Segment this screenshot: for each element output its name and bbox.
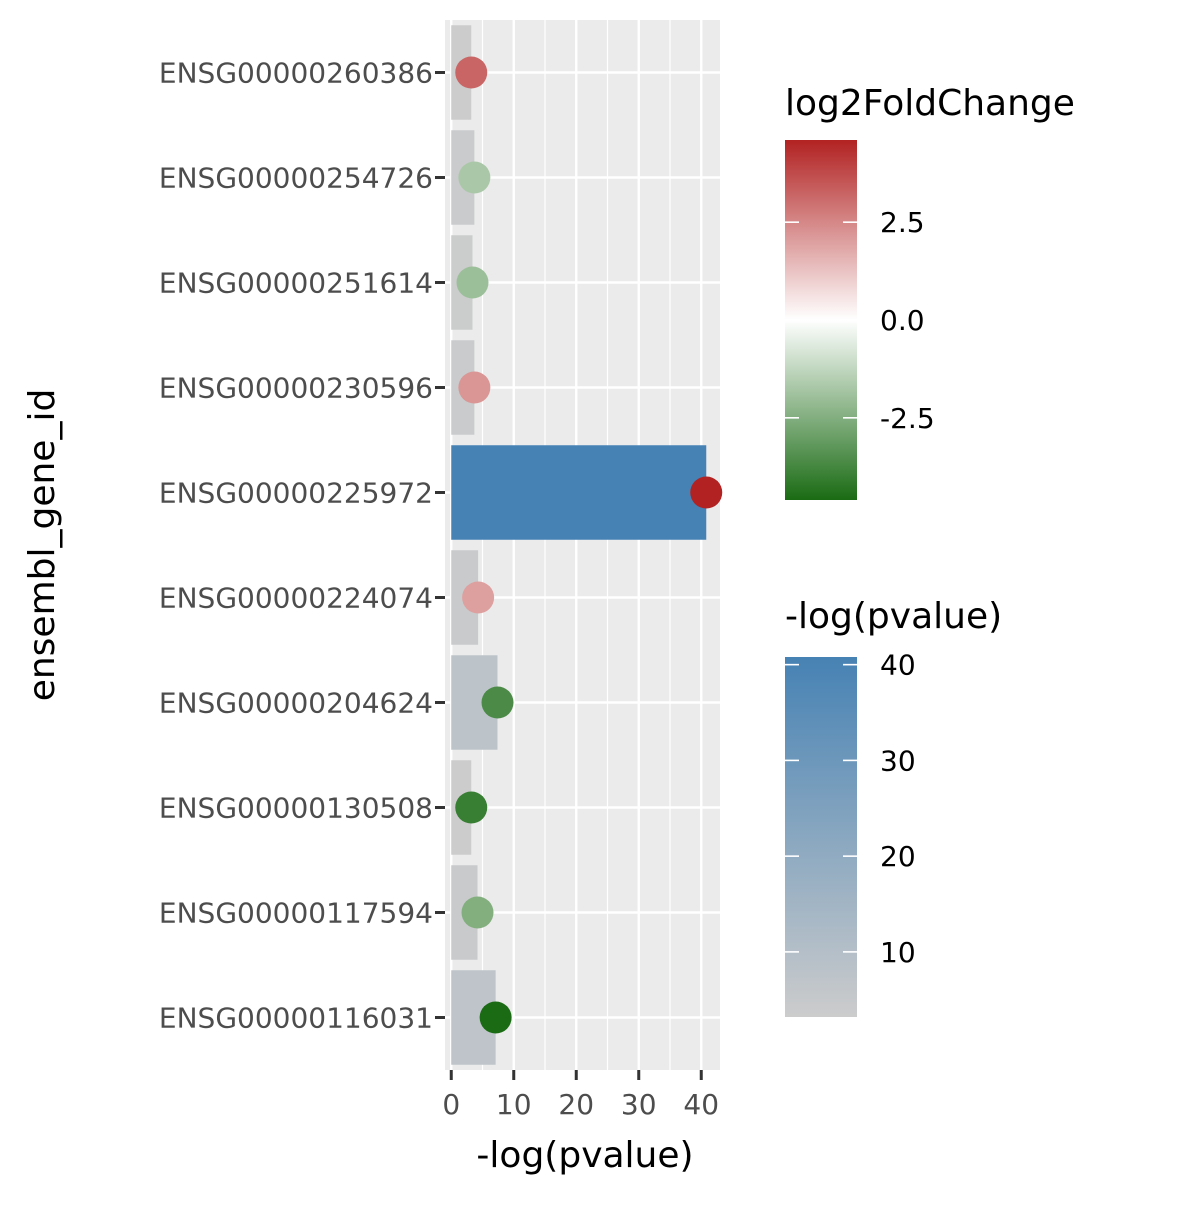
x-tick-label: 0 — [442, 1088, 460, 1121]
y-axis-title: ensembl_gene_id — [22, 389, 63, 702]
x-tick-label: 10 — [496, 1088, 532, 1121]
colorbar-label: 40 — [880, 649, 916, 682]
colorbar-label: 10 — [880, 936, 916, 969]
colorbar-label: 2.5 — [880, 206, 925, 239]
point — [455, 56, 488, 89]
panel-background — [445, 20, 720, 1070]
point — [461, 896, 494, 929]
y-tick-label: ENSG00000130508 — [159, 792, 433, 825]
point — [456, 266, 489, 299]
point — [481, 686, 514, 719]
colorbar-label: 0.0 — [880, 304, 925, 337]
points — [455, 56, 723, 1034]
y-tick-label: ENSG00000117594 — [159, 897, 433, 930]
bar — [451, 445, 707, 540]
x-tick-label: 40 — [683, 1088, 719, 1121]
grid-lines — [445, 20, 720, 1070]
point — [462, 581, 495, 614]
y-tick-label: ENSG00000224074 — [159, 582, 433, 615]
legends: log2FoldChange 2.5 0.0 -2.5 -log(pvalue) 40 30… — [785, 83, 1075, 1017]
point — [455, 791, 488, 824]
y-tick-label: ENSG00000260386 — [159, 57, 433, 90]
axes: ENSG00000260386 ENSG00000254726 ENSG000002… — [159, 57, 719, 1122]
legend-title: log2FoldChange — [785, 83, 1075, 124]
colorbar-label: 20 — [880, 840, 916, 873]
colorbar — [785, 657, 857, 1017]
x-axis-title: -log(pvalue) — [476, 1135, 693, 1176]
colorbar-label: -2.5 — [880, 402, 935, 435]
x-tick-label: 30 — [621, 1088, 657, 1121]
point — [458, 371, 491, 404]
x-tick-label: 20 — [558, 1088, 594, 1121]
y-tick-label: ENSG00000225972 — [159, 477, 433, 510]
colorbar-label: 30 — [880, 744, 916, 777]
y-tick-label: ENSG00000254726 — [159, 162, 433, 195]
y-tick-label: ENSG00000230596 — [159, 372, 433, 405]
point — [458, 161, 491, 194]
point — [479, 1001, 512, 1034]
legend-title: -log(pvalue) — [785, 596, 1002, 637]
y-tick-label: ENSG00000204624 — [159, 687, 433, 720]
point — [690, 476, 723, 509]
y-tick-label: ENSG00000251614 — [159, 267, 433, 300]
y-tick-label: ENSG00000116031 — [159, 1002, 433, 1035]
